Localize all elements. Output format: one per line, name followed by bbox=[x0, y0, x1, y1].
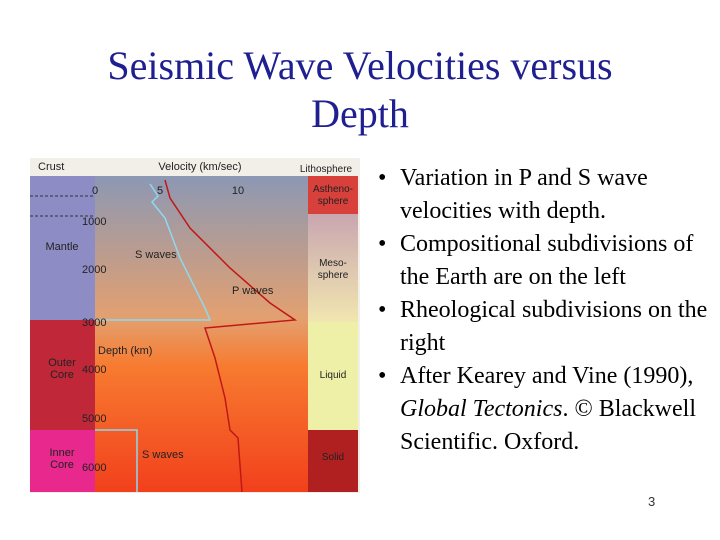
right-layer-label: Solid bbox=[322, 452, 344, 463]
asthenosphere bbox=[308, 176, 358, 214]
right-header: Lithosphere bbox=[300, 164, 353, 175]
bullet-text: Global Tectonics bbox=[400, 396, 563, 422]
left-layer-label: Inner bbox=[49, 447, 74, 459]
bullet-text: . © Blackwell Scientific. Oxford. bbox=[400, 396, 696, 455]
mantle bbox=[30, 176, 95, 320]
p-wave-curve bbox=[164, 179, 298, 493]
title: Seismic Wave Velocities versus Depth bbox=[0, 42, 720, 138]
bullet-text: Rheological subdivisions on the right bbox=[400, 297, 708, 356]
velocity-tick: 0 bbox=[92, 185, 98, 197]
page-number: 3 bbox=[648, 494, 656, 509]
s-wave-label: S waves bbox=[135, 249, 177, 261]
bullet: Compositional subdivisions of the Earth … bbox=[372, 228, 717, 294]
outer-core bbox=[30, 320, 95, 430]
bullet-text: After Kearey and Vine (1990), bbox=[400, 363, 694, 389]
s-wave-curve bbox=[95, 183, 212, 492]
right-layer-label: Astheno- bbox=[313, 184, 353, 195]
depth-tick: 1000 bbox=[82, 216, 106, 228]
right-layer-label: Liquid bbox=[320, 370, 347, 381]
left-header: Crust bbox=[38, 161, 64, 173]
liquid-layer bbox=[308, 322, 358, 430]
left-layer-label: Core bbox=[50, 369, 74, 381]
left-layer-label: Outer bbox=[48, 357, 76, 369]
left-layer-label: Mantle bbox=[45, 241, 78, 253]
bullet: Variation in P and S wave velocities wit… bbox=[372, 162, 717, 228]
bullet-text: Compositional subdivisions of the Earth … bbox=[400, 231, 694, 290]
depth-tick: 6000 bbox=[82, 462, 106, 474]
velocity-tick: 5 bbox=[157, 185, 163, 197]
inner-core bbox=[30, 430, 95, 492]
right-layer-label: sphere bbox=[318, 270, 349, 281]
left-layer-label: Core bbox=[50, 459, 74, 471]
velocity-tick: 10 bbox=[232, 185, 244, 197]
bullet: Rheological subdivisions on the right bbox=[372, 294, 717, 360]
depth-tick: 3000 bbox=[82, 317, 106, 329]
plot-area bbox=[95, 176, 308, 492]
right-layer-label: sphere bbox=[318, 196, 349, 207]
p-wave-label: P waves bbox=[232, 285, 274, 297]
right-layer-label: Meso- bbox=[319, 258, 347, 269]
axis-title: Velocity (km/sec) bbox=[158, 161, 241, 173]
depth-label: Depth (km) bbox=[98, 345, 152, 357]
mesosphere bbox=[308, 214, 358, 322]
s-wave-label: S waves bbox=[142, 449, 184, 461]
bullet-list: Variation in P and S wave velocities wit… bbox=[372, 162, 717, 459]
bullet: After Kearey and Vine (1990), Global Tec… bbox=[372, 360, 717, 459]
figure: Crust Velocity (km/sec) Lithosphere 0 5 10 100… bbox=[30, 158, 360, 493]
solid-layer bbox=[308, 430, 358, 492]
title-line: Seismic Wave Velocities versus bbox=[107, 43, 613, 88]
bullet-text: Variation in P and S wave velocities wit… bbox=[400, 165, 648, 224]
depth-tick: 4000 bbox=[82, 364, 106, 376]
depth-tick: 2000 bbox=[82, 264, 106, 276]
title-line: Depth bbox=[311, 91, 409, 136]
depth-tick: 5000 bbox=[82, 413, 106, 425]
